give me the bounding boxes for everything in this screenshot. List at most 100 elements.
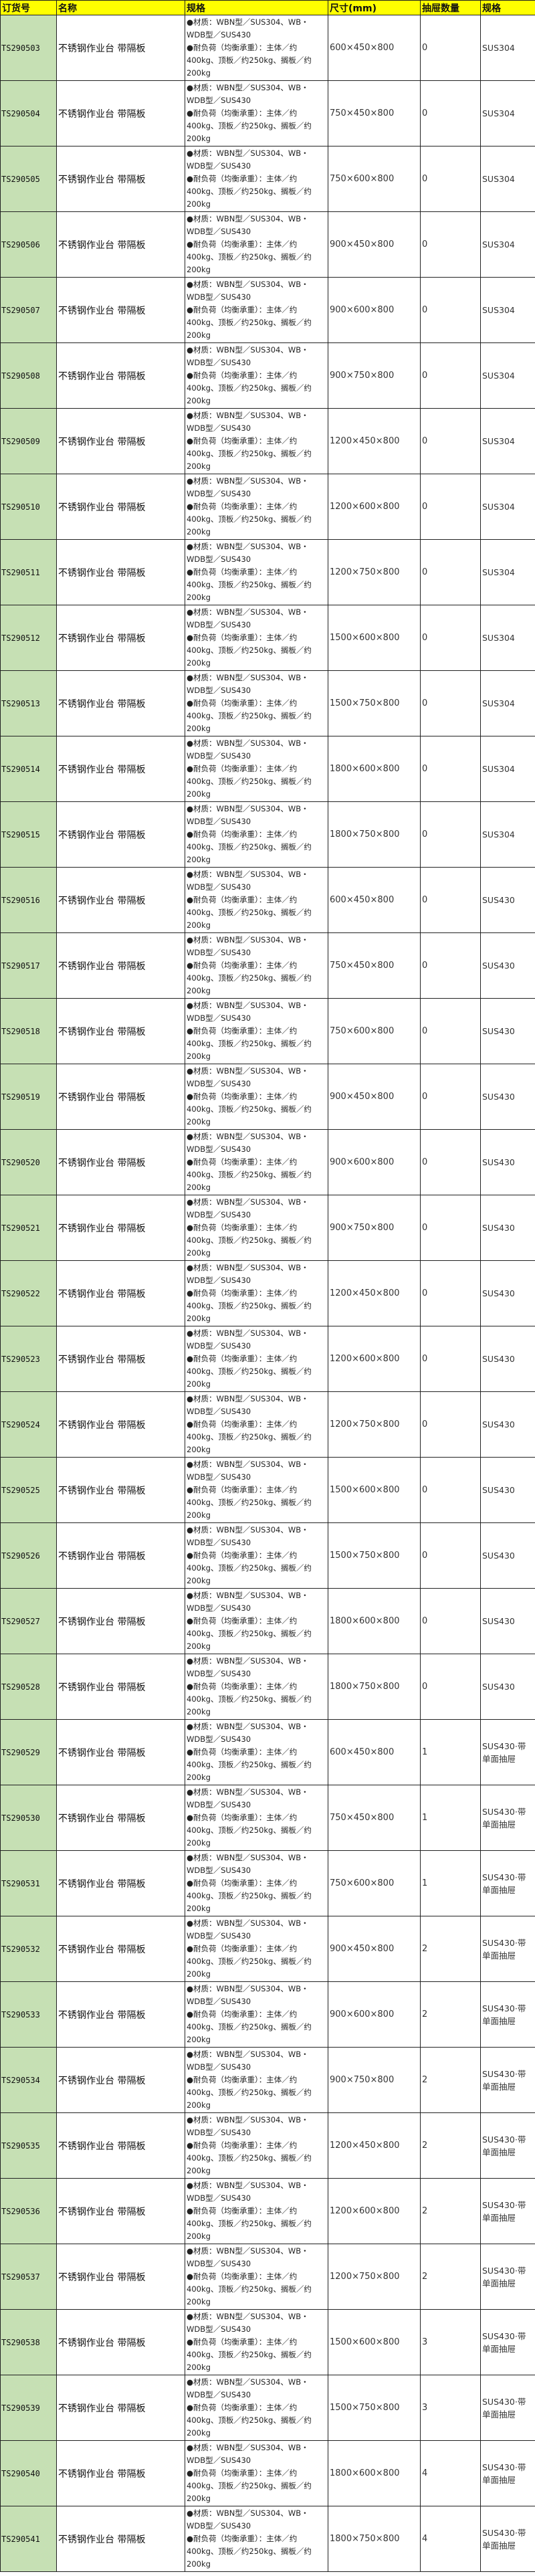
product-name-cell: 不锈钢作业台 带隔板 xyxy=(56,2244,185,2310)
table-row: TS290531 不锈钢作业台 带隔板 ●材质：WBN型／SUS304、WB・WDB… xyxy=(0,1850,535,1916)
spec-line1: ●材质：WBN型／SUS304、WB・WDB型／SUS430 xyxy=(187,1197,309,1219)
spec-line1: ●材质：WBN型／SUS304、WB・WDB型／SUS430 xyxy=(187,83,309,105)
order-code-cell: TS290506 xyxy=(0,211,57,278)
material-cell: SUS430 xyxy=(480,1064,535,1130)
size-cell: 1200×450×800 xyxy=(328,2112,421,2179)
material-cell: SUS304 xyxy=(480,211,535,278)
order-code-cell: TS290527 xyxy=(0,1588,57,1654)
drawer-qty-cell: 0 xyxy=(420,1195,481,1261)
table-row: TS290530 不锈钢作业台 带隔板 ●材质：WBN型／SUS304、WB・WDB… xyxy=(0,1785,535,1851)
spec-line1: ●材质：WBN型／SUS304、WB・WDB型／SUS430 xyxy=(187,1460,309,1482)
table-row: TS290541 不锈钢作业台 带隔板 ●材质：WBN型／SUS304、WB・WDB… xyxy=(0,2506,535,2572)
spec-cell: ●材质：WBN型／SUS304、WB・WDB型／SUS430 ●耐负荷（均衡承重）… xyxy=(185,2178,328,2244)
drawer-qty-cell: 0 xyxy=(420,80,481,146)
product-name-cell: 不锈钢作业台 带隔板 xyxy=(56,2309,185,2375)
product-name-cell: 不锈钢作业台 带隔板 xyxy=(56,1916,185,1982)
order-code-cell: TS290538 xyxy=(0,2309,57,2375)
material-cell: SUS430·带单面抽屉 xyxy=(480,2112,535,2179)
size-cell: 750×600×800 xyxy=(328,146,421,212)
table-row: TS290524 不锈钢作业台 带隔板 ●材质：WBN型／SUS304、WB・WDB… xyxy=(0,1391,535,1458)
size-cell: 750×450×800 xyxy=(328,932,421,999)
size-cell: 750×450×800 xyxy=(328,1785,421,1851)
spec-cell: ●材质：WBN型／SUS304、WB・WDB型／SUS430 ●耐负荷（均衡承重）… xyxy=(185,15,328,81)
spec-line1: ●材质：WBN型／SUS304、WB・WDB型／SUS430 xyxy=(187,1722,309,1744)
material-cell: SUS304 xyxy=(480,474,535,540)
material-cell: SUS304 xyxy=(480,605,535,671)
order-code-cell: TS290505 xyxy=(0,146,57,212)
spec-line2: ●耐负荷（均衡承重）：主体／约400kg、顶板／约250kg、搁板／约200kg xyxy=(187,1944,312,1979)
size-cell: 750×600×800 xyxy=(328,1850,421,1916)
size-cell: 1200×600×800 xyxy=(328,474,421,540)
product-name-cell: 不锈钢作业台 带隔板 xyxy=(56,1457,185,1523)
drawer-qty-cell: 0 xyxy=(420,146,481,212)
table-row: TS290536 不锈钢作业台 带隔板 ●材质：WBN型／SUS304、WB・WDB… xyxy=(0,2178,535,2244)
material-cell: SUS304 xyxy=(480,670,535,736)
material-cell: SUS304 xyxy=(480,539,535,605)
order-code-cell: TS290531 xyxy=(0,1850,57,1916)
product-name-cell: 不锈钢作业台 带隔板 xyxy=(56,146,185,212)
spec-line2: ●耐负荷（均衡承重）：主体／约400kg、顶板／约250kg、搁板／约200kg xyxy=(187,371,312,405)
spec-line1: ●材质：WBN型／SUS304、WB・WDB型／SUS430 xyxy=(187,1525,309,1547)
drawer-qty-cell: 4 xyxy=(420,2506,481,2572)
spec-line2: ●耐负荷（均衡承重）：主体／约400kg、顶板／约250kg、搁板／约200kg xyxy=(187,1878,312,1913)
spec-line1: ●材质：WBN型／SUS304、WB・WDB型／SUS430 xyxy=(187,280,309,302)
drawer-qty-cell: 0 xyxy=(420,736,481,802)
spec-line2: ●耐负荷（均衡承重）：主体／约400kg、顶板／约250kg、搁板／约200kg xyxy=(187,2009,312,2044)
spec-cell: ●材质：WBN型／SUS304、WB・WDB型／SUS430 ●耐负荷（均衡承重）… xyxy=(185,1588,328,1654)
size-cell: 900×450×800 xyxy=(328,211,421,278)
order-code-cell: TS290523 xyxy=(0,1326,57,1392)
size-cell: 1500×600×800 xyxy=(328,1457,421,1523)
product-name-cell: 不锈钢作业台 带隔板 xyxy=(56,867,185,933)
order-code-cell: TS290536 xyxy=(0,2178,57,2244)
table-row: TS290503 不锈钢作业台 带隔板 ●材质：WBN型／SUS304、WB・WDB… xyxy=(0,15,535,81)
spec-line1: ●材质：WBN型／SUS304、WB・WDB型／SUS430 xyxy=(187,804,309,826)
size-cell: 1500×600×800 xyxy=(328,605,421,671)
table-row: TS290519 不锈钢作业台 带隔板 ●材质：WBN型／SUS304、WB・WDB… xyxy=(0,1064,535,1130)
size-cell: 1200×750×800 xyxy=(328,2244,421,2310)
product-name-cell: 不锈钢作业台 带隔板 xyxy=(56,2375,185,2441)
order-code-cell: TS290534 xyxy=(0,2047,57,2113)
product-name-cell: 不锈钢作业台 带隔板 xyxy=(56,1522,185,1589)
size-cell: 1800×600×800 xyxy=(328,2440,421,2506)
spec-line2: ●耐负荷（均衡承重）：主体／约400kg、顶板／约250kg、搁板／约200kg xyxy=(187,1485,312,1520)
drawer-qty-cell: 2 xyxy=(420,2112,481,2179)
table-row: TS290509 不锈钢作业台 带隔板 ●材质：WBN型／SUS304、WB・WDB… xyxy=(0,408,535,474)
spec-line2: ●耐负荷（均衡承重）：主体／约400kg、顶板／约250kg、搁板／约200kg xyxy=(187,2075,312,2110)
material-cell: SUS430 xyxy=(480,1391,535,1458)
size-cell: 900×600×800 xyxy=(328,1981,421,2048)
size-cell: 1200×750×800 xyxy=(328,539,421,605)
order-code-cell: TS290516 xyxy=(0,867,57,933)
table-row: TS290540 不锈钢作业台 带隔板 ●材质：WBN型／SUS304、WB・WDB… xyxy=(0,2440,535,2506)
drawer-qty-cell: 0 xyxy=(420,1260,481,1326)
spec-line2: ●耐负荷（均衡承重）：主体／约400kg、顶板／约250kg、搁板／约200kg xyxy=(187,1092,312,1126)
drawer-qty-cell: 0 xyxy=(420,277,481,343)
material-cell: SUS430 xyxy=(480,1326,535,1392)
material-cell: SUS430·带单面抽屉 xyxy=(480,2309,535,2375)
header-name: 名称 xyxy=(56,0,185,15)
product-name-cell: 不锈钢作业台 带隔板 xyxy=(56,1129,185,1195)
order-code-cell: TS290526 xyxy=(0,1522,57,1589)
material-cell: SUS430·带单面抽屉 xyxy=(480,1916,535,1982)
size-cell: 600×450×800 xyxy=(328,15,421,81)
material-cell: SUS430 xyxy=(480,998,535,1064)
spec-line1: ●材质：WBN型／SUS304、WB・WDB型／SUS430 xyxy=(187,1132,309,1154)
drawer-qty-cell: 2 xyxy=(420,2047,481,2113)
product-name-cell: 不锈钢作业台 带隔板 xyxy=(56,277,185,343)
size-cell: 1800×750×800 xyxy=(328,801,421,868)
drawer-qty-cell: 0 xyxy=(420,1326,481,1392)
spec-cell: ●材质：WBN型／SUS304、WB・WDB型／SUS430 ●耐负荷（均衡承重）… xyxy=(185,408,328,474)
drawer-qty-cell: 0 xyxy=(420,15,481,81)
material-cell: SUS430 xyxy=(480,1129,535,1195)
spec-cell: ●材质：WBN型／SUS304、WB・WDB型／SUS430 ●耐负荷（均衡承重）… xyxy=(185,2440,328,2506)
size-cell: 900×600×800 xyxy=(328,277,421,343)
size-cell: 900×750×800 xyxy=(328,2047,421,2113)
spec-line1: ●材质：WBN型／SUS304、WB・WDB型／SUS430 xyxy=(187,1787,309,1809)
material-cell: SUS430 xyxy=(480,1588,535,1654)
size-cell: 900×450×800 xyxy=(328,1916,421,1982)
table-row: TS290529 不锈钢作业台 带隔板 ●材质：WBN型／SUS304、WB・WDB… xyxy=(0,1719,535,1785)
material-cell: SUS430·带单面抽屉 xyxy=(480,1850,535,1916)
spec-line1: ●材质：WBN型／SUS304、WB・WDB型／SUS430 xyxy=(187,1394,309,1416)
material-cell: SUS304 xyxy=(480,736,535,802)
product-name-cell: 不锈钢作业台 带隔板 xyxy=(56,474,185,540)
material-cell: SUS430·带单面抽屉 xyxy=(480,1719,535,1785)
